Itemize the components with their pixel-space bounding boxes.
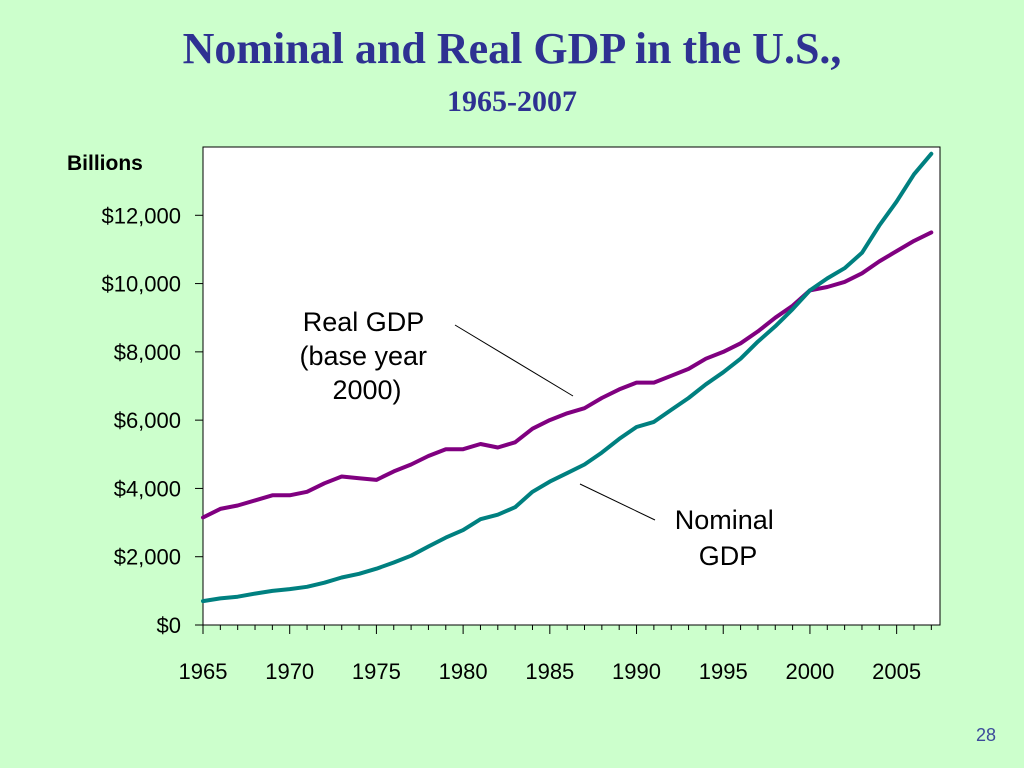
x-tick-label: 1995 xyxy=(699,659,748,684)
plot-area xyxy=(202,146,941,626)
real-gdp-leader-line xyxy=(454,324,574,397)
nominal-gdp-leader-line xyxy=(579,483,656,521)
nominal-gdp-label: Nominal GDP xyxy=(675,505,782,571)
x-axis: 1965 1970 1975 1980 1985 1990 1995 2000 2005 xyxy=(179,625,932,684)
x-tick-label: 1980 xyxy=(439,659,488,684)
page-number: 28 xyxy=(975,725,996,745)
x-tick-label: 1985 xyxy=(525,659,574,684)
y-tick-label: $2,000 xyxy=(114,545,181,570)
real-gdp-label-line-3: 2000) xyxy=(332,375,401,405)
nominal-gdp-line xyxy=(201,151,934,604)
x-tick-label: 1990 xyxy=(612,659,661,684)
y-tick-label: $0 xyxy=(157,613,181,638)
slide-title: Nominal and Real GDP in the U.S., xyxy=(182,24,842,73)
x-tick-label: 1965 xyxy=(179,659,228,684)
x-tick-label: 1970 xyxy=(265,659,314,684)
real-gdp-label-line-1: Real GDP xyxy=(303,307,424,337)
y-tick-label: $4,000 xyxy=(114,476,181,501)
slide-subtitle: 1965-2007 xyxy=(447,85,577,118)
nominal-gdp-label-line-2: GDP xyxy=(699,541,758,571)
y-tick-label: $8,000 xyxy=(114,340,181,365)
x-tick-label: 1975 xyxy=(352,659,401,684)
x-tick-label: 2005 xyxy=(872,659,921,684)
real-gdp-label: Real GDP (base year 2000) xyxy=(299,307,434,405)
y-axis-title: Billions xyxy=(67,152,143,175)
y-tick-label: $10,000 xyxy=(101,272,181,297)
y-axis: $0 $2,000 $4,000 $6,000 $8,000 $10,000 $12,000 xyxy=(101,203,203,638)
y-tick-label: $12,000 xyxy=(101,203,181,228)
series-group xyxy=(201,151,934,604)
y-tick-label: $6,000 xyxy=(114,408,181,433)
nominal-gdp-label-line-1: Nominal xyxy=(675,505,774,535)
real-gdp-label-line-2: (base year xyxy=(299,341,427,371)
x-tick-label: 2000 xyxy=(785,659,834,684)
